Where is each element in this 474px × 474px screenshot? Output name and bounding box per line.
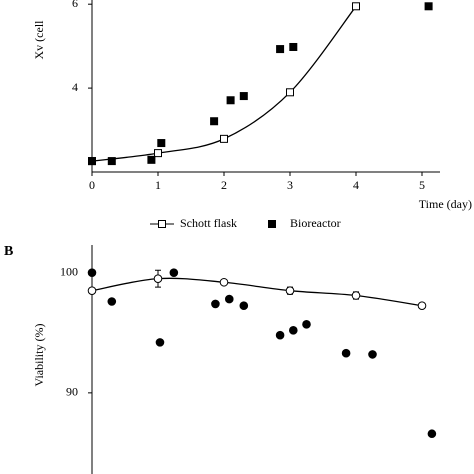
legend-marker <box>158 220 166 228</box>
data-point <box>224 294 234 304</box>
data-point <box>351 291 361 300</box>
data-point <box>107 297 117 306</box>
x-tick-label: 1 <box>155 178 161 192</box>
data-point <box>153 274 163 283</box>
x-tick-label: 0 <box>89 178 95 192</box>
data-point <box>239 92 248 101</box>
data-point <box>276 45 285 54</box>
data-point <box>107 157 116 166</box>
panel-label: B <box>4 244 13 259</box>
data-point <box>368 350 377 359</box>
y-axis-label: Xv (cell <box>32 20 46 60</box>
legend-label: Bioreactor <box>290 216 341 230</box>
data-point <box>285 286 295 295</box>
data-point <box>424 2 433 11</box>
data-point <box>220 134 228 143</box>
data-point <box>427 429 437 439</box>
data-point <box>210 117 219 126</box>
y-tick-label: 100 <box>60 264 78 278</box>
data-point <box>289 326 298 335</box>
data-point <box>157 139 166 148</box>
data-point <box>352 2 360 11</box>
data-point <box>289 42 298 51</box>
data-point <box>154 149 162 158</box>
data-point <box>302 320 311 329</box>
y-tick-label: 90 <box>66 385 78 399</box>
data-point <box>87 286 97 295</box>
data-point <box>155 338 165 347</box>
legend-marker <box>268 220 276 228</box>
y-axis-label: Viability (%) <box>32 324 46 387</box>
data-point <box>87 268 97 277</box>
data-point <box>147 155 156 164</box>
data-point <box>219 277 229 287</box>
x-tick-label: 5 <box>419 178 425 192</box>
y-tick-label: 6 <box>72 0 78 10</box>
data-point <box>239 301 249 311</box>
x-tick-label: 2 <box>221 178 227 192</box>
data-point <box>275 330 285 340</box>
data-point <box>341 348 351 358</box>
data-point <box>286 88 294 97</box>
x-tick-label: 4 <box>353 178 359 192</box>
data-point <box>417 301 427 311</box>
series-line <box>91 277 423 307</box>
x-tick-label: 3 <box>287 178 293 192</box>
data-point <box>169 268 179 277</box>
legend-label: Schott flask <box>180 216 237 230</box>
y-tick-label: 4 <box>72 80 78 94</box>
data-point <box>226 96 235 105</box>
data-point <box>88 157 96 166</box>
x-axis-label: Time (day) <box>419 197 472 211</box>
data-point <box>211 299 220 309</box>
